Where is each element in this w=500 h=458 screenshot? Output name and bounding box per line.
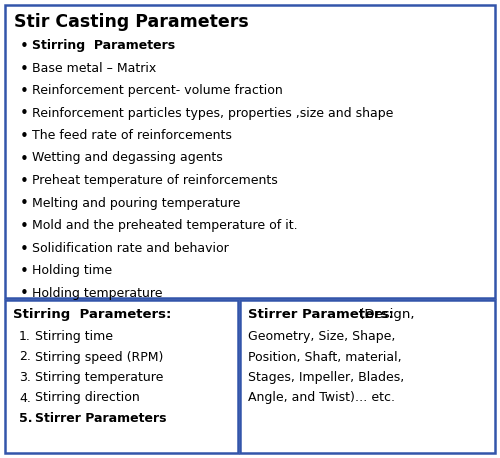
Text: •: • (20, 84, 29, 99)
Text: •: • (20, 129, 29, 144)
Text: Melting and pouring temperature: Melting and pouring temperature (32, 196, 240, 209)
Text: 5.: 5. (19, 412, 32, 425)
Text: Stirrer Parameters: Stirrer Parameters (35, 412, 166, 425)
Text: Stirring  Parameters:: Stirring Parameters: (13, 308, 172, 321)
Text: Geometry, Size, Shape,: Geometry, Size, Shape, (248, 330, 396, 343)
Text: Stages, Impeller, Blades,: Stages, Impeller, Blades, (248, 371, 404, 384)
Text: •: • (20, 196, 29, 212)
FancyBboxPatch shape (240, 300, 495, 453)
Text: Mold and the preheated temperature of it.: Mold and the preheated temperature of it… (32, 219, 297, 232)
Text: •: • (20, 174, 29, 189)
Text: Base metal – Matrix: Base metal – Matrix (32, 61, 156, 75)
Text: Preheat temperature of reinforcements: Preheat temperature of reinforcements (32, 174, 278, 187)
Text: 1.: 1. (19, 330, 31, 343)
FancyBboxPatch shape (5, 5, 495, 298)
Text: Reinforcement percent- volume fraction: Reinforcement percent- volume fraction (32, 84, 283, 97)
Text: Stirring direction: Stirring direction (35, 392, 140, 404)
Text: Reinforcement particles types, properties ,size and shape: Reinforcement particles types, propertie… (32, 107, 394, 120)
Text: 3.: 3. (19, 371, 31, 384)
Text: Holding temperature: Holding temperature (32, 287, 162, 300)
Text: Position, Shaft, material,: Position, Shaft, material, (248, 350, 402, 364)
Text: Angle, and Twist)… etc.: Angle, and Twist)… etc. (248, 392, 395, 404)
Text: Stirring temperature: Stirring temperature (35, 371, 164, 384)
Text: •: • (20, 152, 29, 167)
Text: 2.: 2. (19, 350, 31, 364)
Text: •: • (20, 39, 29, 54)
Text: Wetting and degassing agents: Wetting and degassing agents (32, 152, 223, 164)
FancyBboxPatch shape (5, 300, 238, 453)
Text: Stir Casting Parameters: Stir Casting Parameters (14, 13, 249, 31)
Text: •: • (20, 241, 29, 256)
Text: •: • (20, 219, 29, 234)
Text: The feed rate of reinforcements: The feed rate of reinforcements (32, 129, 232, 142)
Text: 4.: 4. (19, 392, 31, 404)
Text: Stirring speed (RPM): Stirring speed (RPM) (35, 350, 164, 364)
Text: Stirring  Parameters: Stirring Parameters (32, 39, 175, 52)
Text: (Design,: (Design, (355, 308, 414, 321)
Text: Holding time: Holding time (32, 264, 112, 277)
Text: •: • (20, 264, 29, 279)
Text: •: • (20, 107, 29, 121)
Text: •: • (20, 287, 29, 301)
Text: Stirrer Parameters:: Stirrer Parameters: (248, 308, 394, 321)
Text: Stirring time: Stirring time (35, 330, 113, 343)
Text: Solidification rate and behavior: Solidification rate and behavior (32, 241, 229, 255)
Text: •: • (20, 61, 29, 76)
